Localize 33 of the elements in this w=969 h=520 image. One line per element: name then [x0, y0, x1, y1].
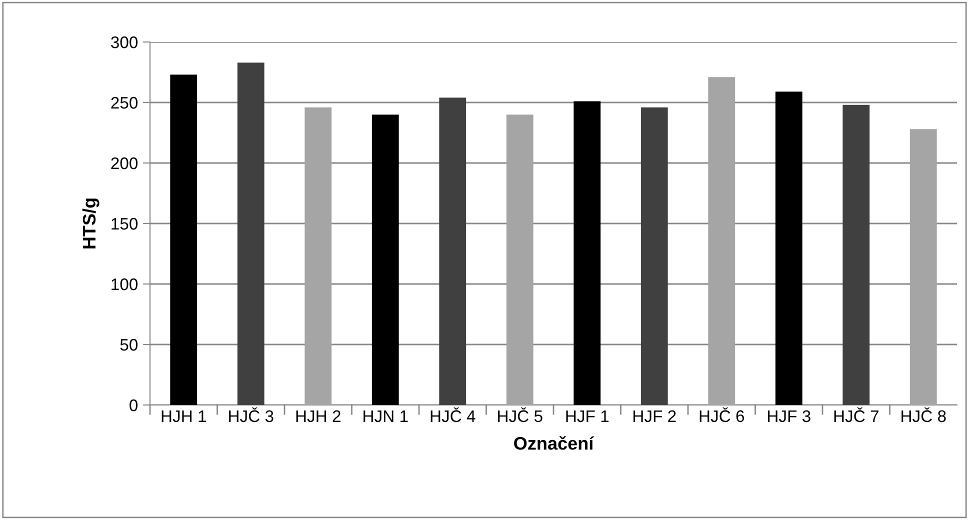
x-tick-label: HJN 1	[364, 410, 408, 422]
bar	[775, 92, 802, 405]
x-tick-label: HJF 2	[634, 410, 676, 422]
bar	[574, 101, 601, 405]
x-tick-label: HJH 1	[162, 410, 206, 422]
x-axis-title: Označení	[514, 436, 594, 450]
bar	[640, 107, 668, 405]
y-tick-label: 200	[111, 157, 138, 170]
y-tick-label: 50	[120, 338, 138, 351]
x-tick-label: HJČ 5	[498, 407, 542, 422]
x-tick-label: HJČ 8	[902, 407, 946, 422]
y-tick-label: 100	[112, 278, 138, 290]
bar	[170, 74, 198, 405]
bar	[708, 77, 736, 405]
x-tick-label: HJF 3	[768, 410, 810, 422]
y-tick-label: 300	[111, 36, 138, 48]
x-tick-label: HJČ 4	[430, 407, 476, 422]
x-tick-label: HJČ 3	[229, 407, 274, 422]
bar	[439, 98, 466, 405]
bar	[506, 114, 534, 405]
y-axis-title: HTS/g	[82, 198, 100, 248]
bar	[842, 104, 870, 405]
bar	[237, 62, 264, 405]
x-tick-label: HJF 1	[566, 410, 609, 422]
x-tick-label: HJČ 6	[700, 407, 744, 422]
x-tick-label: HJČ 7	[834, 407, 878, 422]
y-tick-label: 150	[112, 218, 138, 230]
bar	[910, 129, 937, 405]
y-tick-label: 0	[130, 399, 138, 412]
y-tick-label: 250	[111, 96, 138, 109]
bar	[304, 107, 332, 405]
x-tick-label: HJH 2	[296, 410, 340, 422]
bar	[372, 114, 399, 405]
